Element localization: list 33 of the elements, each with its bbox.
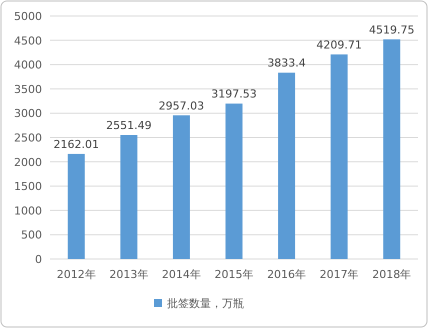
x-tick-label: 2013年 <box>109 268 148 281</box>
y-tick-label: 2500 <box>14 132 42 144</box>
data-label: 3197.53 <box>211 88 257 101</box>
bar <box>330 54 348 259</box>
data-label: 3833.4 <box>267 56 306 70</box>
x-tick-label: 2016年 <box>267 268 306 281</box>
bar <box>278 72 296 259</box>
x-tick-label: 2015年 <box>214 268 254 281</box>
y-tick-label: 2000 <box>14 156 42 169</box>
y-tick-label: 500 <box>21 228 42 242</box>
y-tick-label: 1000 <box>14 204 42 218</box>
x-tick-label: 2012年 <box>56 268 96 281</box>
y-tick-label: 5000 <box>14 10 42 23</box>
bar <box>226 104 242 259</box>
bar <box>172 115 190 259</box>
y-tick-label: 4500 <box>14 34 42 48</box>
x-tick-label: 2017年 <box>320 268 359 281</box>
bar <box>120 135 138 259</box>
data-label: 2957.03 <box>158 99 204 112</box>
data-label: 2551.49 <box>106 119 152 132</box>
y-tick-label: 0 <box>35 253 42 266</box>
data-label: 4519.75 <box>368 23 414 36</box>
y-tick-label: 3500 <box>14 82 42 96</box>
y-tick-label: 1500 <box>14 180 42 194</box>
x-tick-label: 2018年 <box>372 268 412 281</box>
bar <box>68 154 85 259</box>
data-label: 2162.01 <box>54 138 100 151</box>
y-tick-label: 3000 <box>14 107 42 120</box>
y-tick-label: 4000 <box>14 58 42 72</box>
x-tick-label: 2014年 <box>162 268 201 281</box>
data-label: 4209.71 <box>316 38 362 52</box>
legend-label: 批签数量，万瓶 <box>167 297 244 310</box>
bar <box>383 39 400 259</box>
